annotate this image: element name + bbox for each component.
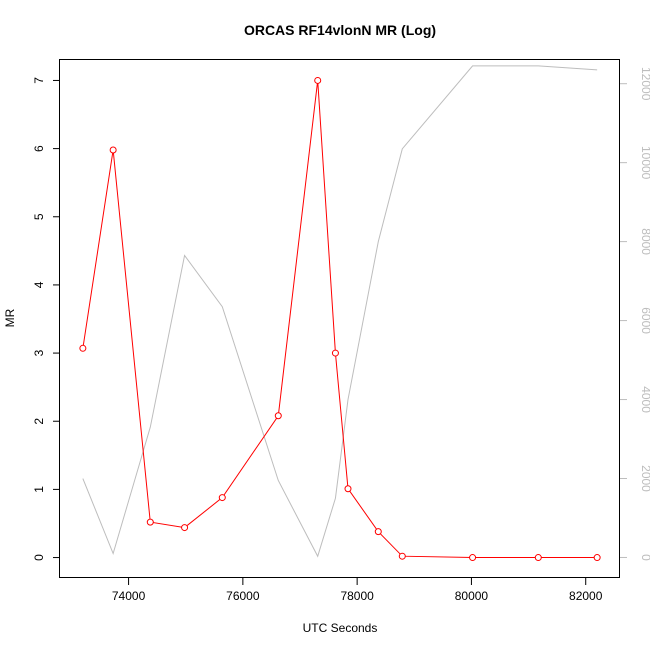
data-point xyxy=(344,485,352,493)
y-right-tick-label: 0 xyxy=(639,554,650,561)
data-point xyxy=(374,528,382,536)
y-tick-label: 3 xyxy=(32,349,46,356)
x-tick-label: 80000 xyxy=(455,589,489,603)
data-point xyxy=(314,76,322,84)
y-right-tick-label: 6000 xyxy=(639,307,650,334)
y-right-tick-label: 2000 xyxy=(639,465,650,492)
series-line-right xyxy=(82,65,598,558)
x-axis: 74000 76000 78000 80000 82000 xyxy=(112,578,603,603)
data-point xyxy=(109,146,117,154)
y-right-tick-label: 4000 xyxy=(639,386,650,413)
y-tick-label: 5 xyxy=(32,213,46,220)
series-layer xyxy=(79,65,601,562)
data-point xyxy=(534,554,542,562)
y-axis-right: 0 2000 4000 6000 8000 10000 12000 xyxy=(620,67,650,561)
y-tick-label: 6 xyxy=(32,145,46,152)
data-point xyxy=(146,518,154,526)
y-axis-left: 0 1 2 3 4 5 6 7 xyxy=(32,77,60,561)
chart-title: ORCAS RF14vlonN MR (Log) xyxy=(244,22,436,38)
x-tick-label: 82000 xyxy=(569,589,603,603)
data-point xyxy=(469,554,477,562)
x-tick-label: 76000 xyxy=(226,589,260,603)
data-point xyxy=(331,349,339,357)
series-line-left xyxy=(82,80,598,559)
y-tick-label: 7 xyxy=(32,77,46,84)
data-point xyxy=(398,552,406,560)
x-tick-label: 78000 xyxy=(340,589,374,603)
y-tick-label: 0 xyxy=(32,554,46,561)
y-right-tick-label: 12000 xyxy=(639,67,650,101)
y-axis-label: MR xyxy=(3,308,17,327)
data-point xyxy=(181,524,189,532)
y-tick-label: 4 xyxy=(32,281,46,288)
y-tick-label: 2 xyxy=(32,418,46,425)
x-axis-label: UTC Seconds xyxy=(303,621,378,635)
data-point xyxy=(79,344,87,352)
plot-frame xyxy=(59,59,620,578)
data-point xyxy=(274,412,282,420)
y-right-tick-label: 10000 xyxy=(639,146,650,180)
data-point xyxy=(593,554,601,562)
y-tick-label: 1 xyxy=(32,486,46,493)
x-tick-label: 74000 xyxy=(112,589,146,603)
y-right-tick-label: 8000 xyxy=(639,228,650,255)
data-point xyxy=(218,494,226,502)
